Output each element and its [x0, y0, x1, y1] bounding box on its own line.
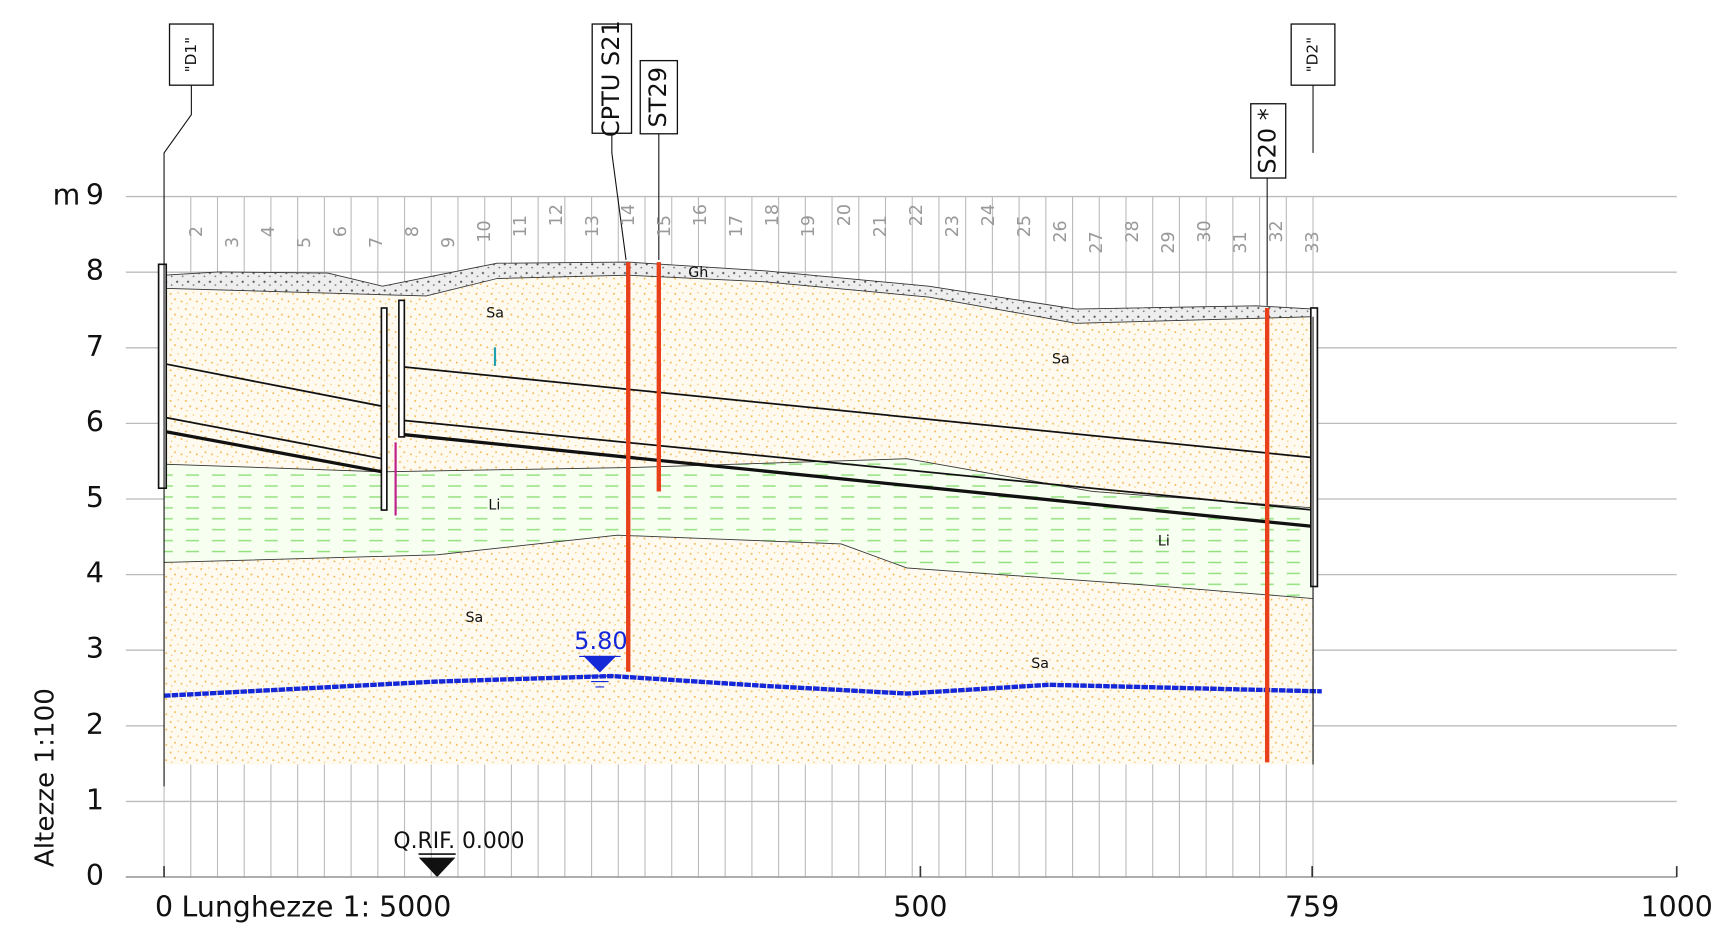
section-number: 16	[691, 204, 711, 226]
section-number: 31	[1231, 231, 1251, 253]
section-number: 24	[979, 204, 999, 226]
clay-layer	[163, 458, 1314, 599]
water-marker	[579, 655, 621, 688]
borehole-label: ST29	[644, 67, 672, 127]
water-table	[163, 673, 1322, 698]
wall-line	[163, 362, 1314, 511]
y-tick-label: 6	[86, 405, 104, 438]
section-number: 20	[835, 204, 855, 226]
section-number: 33	[1303, 231, 1323, 253]
section-number: 27	[1087, 231, 1107, 253]
section-number: 9	[439, 237, 459, 248]
layer-label: Li	[1158, 534, 1170, 550]
layer-label: Gh	[688, 265, 708, 281]
y-tick-label: 5	[86, 481, 104, 514]
y-tick-label: 3	[86, 632, 104, 665]
y-unit: m	[53, 179, 81, 212]
leader	[163, 85, 192, 787]
wall	[157, 263, 168, 490]
y-tick-label: 2	[86, 708, 104, 741]
x-axis-label: Lunghezze 1: 5000	[182, 891, 452, 924]
y-tick-label: 9	[86, 179, 104, 212]
x-tick-label: 500	[893, 891, 947, 924]
section-number: 6	[331, 226, 351, 237]
section-number: 29	[1159, 231, 1179, 253]
y-tick-label: 4	[86, 557, 104, 590]
section-number: 5	[295, 237, 315, 248]
section-number: 4	[259, 226, 279, 237]
section-number: 14	[619, 204, 639, 226]
section-number: 19	[799, 215, 819, 237]
leader	[611, 133, 627, 261]
section-number: 32	[1267, 220, 1287, 242]
layer-label: Sa	[1052, 351, 1070, 367]
section-number: 7	[367, 237, 387, 248]
section-number: 28	[1123, 220, 1143, 242]
y-tick-label: 8	[86, 254, 104, 287]
borehole-box	[639, 59, 679, 135]
section-number: 13	[583, 215, 603, 237]
layer-label: Sa	[465, 610, 483, 626]
x-tick-label: 0	[155, 891, 173, 924]
wall-line	[163, 429, 1314, 529]
section-number: 17	[727, 215, 747, 237]
section-number: 25	[1015, 215, 1035, 237]
borehole-label: "D1"	[182, 37, 200, 73]
section-number: 12	[547, 204, 567, 226]
borehole-label: "D2"	[1304, 37, 1322, 73]
wall	[380, 307, 388, 511]
wall	[1310, 307, 1319, 588]
section-number: 8	[403, 226, 423, 237]
reference-label: Q.RIF. 0.000	[393, 829, 524, 854]
x-tick-label: 759	[1285, 891, 1339, 924]
y-tick-label: 1	[86, 783, 104, 816]
borehole-label: CPTU S21	[597, 20, 625, 137]
section-number: 10	[475, 220, 495, 242]
section-number: 2	[187, 226, 207, 237]
wall	[398, 299, 406, 438]
section-number: 30	[1195, 220, 1215, 242]
borehole-box	[591, 23, 633, 134]
borehole-label: S20 *	[1253, 108, 1281, 173]
section-number: 22	[907, 204, 927, 226]
section-number: 21	[871, 215, 891, 237]
borehole-box	[1250, 103, 1287, 179]
section-number: 15	[655, 215, 675, 237]
layer-label: Sa	[1031, 656, 1049, 672]
y-tick-label: 7	[86, 330, 104, 363]
section-number: 18	[763, 204, 783, 226]
y-axis-label: Altezze 1:100	[31, 688, 61, 867]
section-number: 23	[943, 215, 963, 237]
section-number: 26	[1051, 220, 1071, 242]
layer-label: Li	[488, 498, 500, 514]
layer-label: Sa	[486, 305, 504, 321]
gravel-layer	[163, 261, 1314, 324]
reference-marker	[418, 853, 456, 878]
soil	[157, 85, 1322, 878]
borehole-box	[1290, 23, 1336, 86]
section-number: 11	[511, 215, 531, 237]
y-tick-label: 0	[86, 859, 104, 892]
x-tick-label: 1000	[1641, 891, 1713, 924]
water-level-label: 5.80	[574, 627, 627, 655]
borehole-box	[168, 23, 214, 86]
section-number: 3	[223, 237, 243, 248]
